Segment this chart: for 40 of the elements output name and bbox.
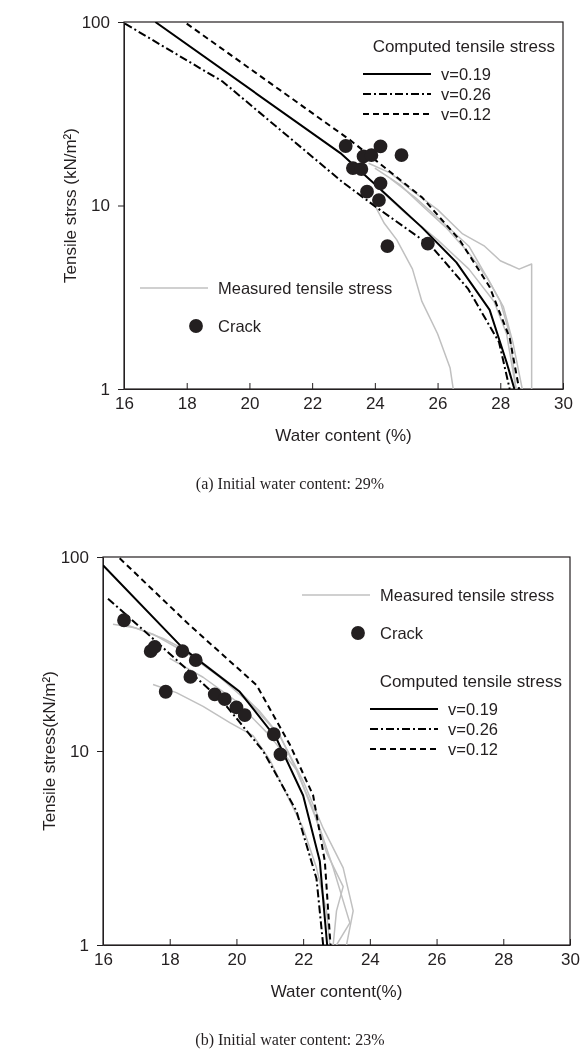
x-tick-label: 24 bbox=[365, 394, 385, 414]
legend-label: v=0.19 bbox=[441, 65, 491, 83]
x-tick-label: 24 bbox=[360, 950, 380, 970]
y-tick-label: 100 bbox=[60, 547, 89, 567]
legend-label: v=0.19 bbox=[448, 700, 498, 718]
y-tick-label: 1 bbox=[79, 935, 89, 955]
text: (b) Initial water content: 23% bbox=[195, 1031, 385, 1049]
x-tick-label: 26 bbox=[427, 950, 447, 970]
x-tick-label: 30 bbox=[561, 950, 580, 970]
y-axis-title: Tensile stress(kN/m²) bbox=[40, 671, 59, 831]
legend-title: Computed tensile stress bbox=[379, 672, 562, 691]
y-axis-title: Tensile strss (kN/m²) bbox=[61, 128, 80, 283]
legend-label: Measured tensile stress bbox=[380, 586, 555, 604]
x-tick-label: 30 bbox=[554, 394, 573, 414]
x-tick-label: 18 bbox=[177, 394, 197, 414]
y-tick-label: 10 bbox=[91, 196, 110, 216]
x-tick-label: 22 bbox=[294, 950, 314, 970]
x-tick-label: 22 bbox=[303, 394, 323, 414]
x-tick-label: 26 bbox=[428, 394, 448, 414]
y-tick-label: 1 bbox=[100, 379, 110, 399]
text: (a) Initial water content: 29% bbox=[195, 475, 385, 493]
legend-label: Measured tensile stress bbox=[218, 279, 393, 297]
x-tick-label: 16 bbox=[115, 394, 134, 414]
legend-label: v=0.26 bbox=[448, 720, 498, 738]
legend-label: v=0.12 bbox=[448, 740, 498, 758]
x-tick-label: 28 bbox=[494, 950, 514, 970]
x-tick-label: 16 bbox=[94, 950, 113, 970]
x-tick-label: 20 bbox=[227, 950, 247, 970]
legend-label: v=0.26 bbox=[441, 85, 491, 103]
x-tick-label: 18 bbox=[160, 950, 180, 970]
y-tick-label: 10 bbox=[70, 741, 89, 761]
y-tick-label: 100 bbox=[81, 12, 110, 32]
x-tick-label: 20 bbox=[240, 394, 260, 414]
legend-label: Crack bbox=[380, 624, 424, 642]
x-tick-label: 28 bbox=[491, 394, 511, 414]
legend-label: Crack bbox=[218, 317, 262, 335]
x-axis-title: Water content (%) bbox=[275, 426, 412, 445]
legend-label: v=0.12 bbox=[441, 105, 491, 123]
x-axis-title: Water content(%) bbox=[270, 982, 403, 1001]
legend-title: Computed tensile stress bbox=[372, 37, 555, 56]
